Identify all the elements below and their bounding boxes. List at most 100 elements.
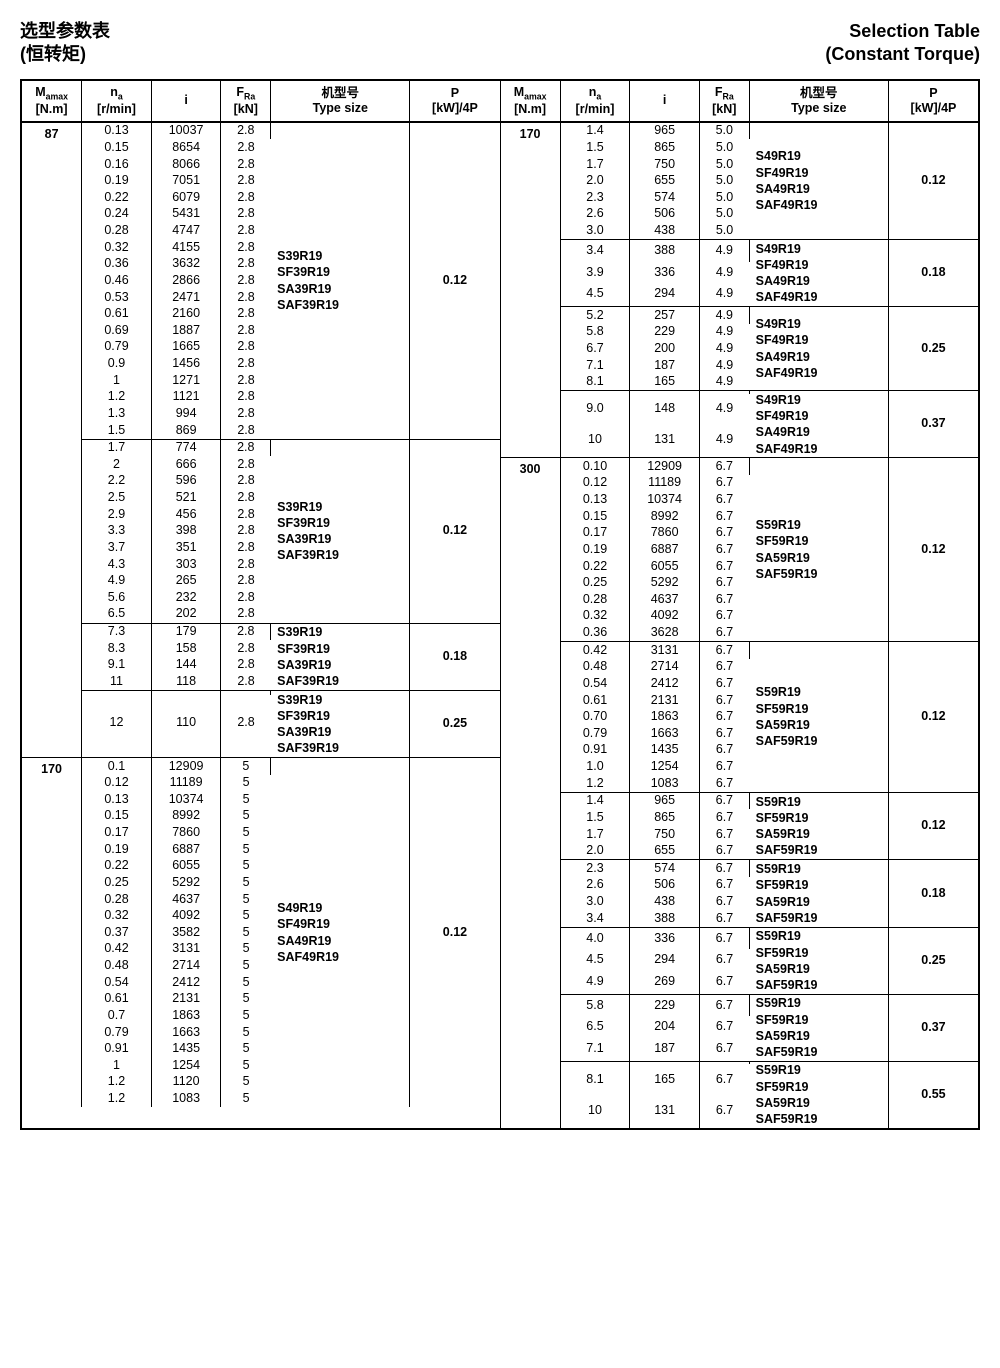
i-cell: 7860 [151, 825, 221, 842]
fra-cell: 2.8 [221, 339, 271, 356]
mamax-cell: 170 [22, 758, 82, 1108]
fra-cell: 6.7 [699, 994, 749, 1016]
i-cell: 232 [151, 589, 221, 606]
i-cell: 1887 [151, 322, 221, 339]
fra-cell: 6.7 [699, 894, 749, 911]
fra-cell: 2.8 [221, 422, 271, 439]
fra-cell: 6.7 [699, 971, 749, 992]
i-cell: 521 [151, 490, 221, 507]
fra-cell: 5 [221, 958, 271, 975]
na-cell: 1.2 [82, 1091, 152, 1108]
na-cell: 0.79 [82, 1024, 152, 1041]
i-cell: 7860 [630, 525, 700, 542]
na-cell: 0.61 [82, 306, 152, 323]
type-cell: S49R19SF49R19SA49R19SAF49R19 [749, 307, 888, 391]
fra-cell: 5 [221, 1057, 271, 1074]
fra-cell: 2.8 [221, 289, 271, 306]
na-cell: 0.61 [82, 991, 152, 1008]
data-row: 7.31792.8S39R19SF39R19SA39R19SAF39R190.1… [22, 623, 500, 640]
i-cell: 1271 [151, 372, 221, 389]
i-cell: 574 [630, 189, 700, 206]
na-cell: 4.9 [560, 971, 630, 992]
fra-cell: 6.7 [699, 508, 749, 525]
title-cn: 选型参数表 (恒转矩) [20, 20, 110, 67]
i-cell: 1663 [630, 725, 700, 742]
na-cell: 0.10 [560, 458, 630, 475]
p-cell: 0.25 [888, 307, 978, 391]
i-cell: 265 [151, 573, 221, 590]
na-cell: 1.5 [560, 809, 630, 826]
na-cell: 0.22 [82, 858, 152, 875]
fra-cell: 6.7 [699, 742, 749, 759]
na-cell: 2.5 [82, 490, 152, 507]
i-cell: 229 [630, 324, 700, 341]
na-cell: 0.54 [560, 675, 630, 692]
fra-cell: 5 [221, 974, 271, 991]
fra-cell: 5 [221, 1024, 271, 1041]
i-cell: 1863 [630, 709, 700, 726]
na-cell: 5.8 [560, 324, 630, 341]
fra-cell: 2.8 [221, 695, 271, 749]
p-cell: 0.12 [888, 792, 978, 860]
p-cell: 0.18 [888, 860, 978, 928]
data-row: 1700.1129095S49R19SF49R19SA49R19SAF49R19… [22, 758, 500, 775]
p-cell: 0.55 [888, 1061, 978, 1128]
na-cell: 8.1 [560, 1064, 630, 1095]
fra-cell: 2.8 [221, 372, 271, 389]
i-cell: 202 [151, 606, 221, 623]
na-cell: 2.0 [560, 173, 630, 190]
fra-cell: 6.7 [699, 843, 749, 860]
p-cell: 0.18 [410, 623, 500, 691]
fra-cell: 2.8 [221, 223, 271, 240]
fra-cell: 2.8 [221, 573, 271, 590]
fra-cell: 5.0 [699, 156, 749, 173]
na-cell: 0.91 [560, 742, 630, 759]
na-cell: 3.7 [82, 539, 152, 556]
fra-cell: 6.7 [699, 575, 749, 592]
na-cell: 11 [82, 673, 152, 690]
na-cell: 0.79 [560, 725, 630, 742]
i-cell: 351 [151, 539, 221, 556]
p-cell: 0.12 [410, 122, 500, 439]
na-cell: 3.4 [560, 910, 630, 927]
na-cell: 7.1 [560, 1038, 630, 1059]
i-cell: 965 [630, 792, 700, 809]
fra-cell: 2.8 [221, 256, 271, 273]
i-cell: 4092 [151, 908, 221, 925]
na-cell: 3.4 [560, 240, 630, 262]
fra-cell: 5 [221, 1091, 271, 1108]
na-cell: 0.13 [560, 492, 630, 509]
i-cell: 506 [630, 877, 700, 894]
i-cell: 118 [151, 673, 221, 690]
na-cell: 7.1 [560, 357, 630, 374]
fra-cell: 5.0 [699, 139, 749, 156]
na-cell: 4.9 [82, 573, 152, 590]
na-cell: 2.0 [560, 843, 630, 860]
fra-cell: 4.9 [699, 283, 749, 304]
fra-cell: 5.0 [699, 173, 749, 190]
na-cell: 1.0 [560, 759, 630, 776]
na-cell: 4.3 [82, 556, 152, 573]
na-cell: 0.1 [82, 758, 152, 775]
na-cell: 0.15 [82, 808, 152, 825]
i-cell: 10374 [630, 492, 700, 509]
fra-cell: 2.8 [221, 239, 271, 256]
p-cell: 0.25 [888, 927, 978, 994]
na-cell: 1.7 [560, 826, 630, 843]
fra-cell: 5.0 [699, 206, 749, 223]
na-cell: 1.2 [82, 1074, 152, 1091]
na-cell: 0.48 [560, 659, 630, 676]
fra-cell: 5 [221, 791, 271, 808]
p-cell: 0.25 [410, 691, 500, 758]
i-cell: 774 [151, 439, 221, 456]
i-cell: 8066 [151, 156, 221, 173]
na-cell: 8.3 [82, 640, 152, 657]
na-cell: 0.36 [560, 625, 630, 642]
na-cell: 1.5 [82, 422, 152, 439]
i-cell: 4092 [630, 608, 700, 625]
i-cell: 438 [630, 223, 700, 240]
na-cell: 4.0 [560, 927, 630, 949]
type-cell: S49R19SF49R19SA49R19SAF49R19 [271, 758, 410, 1108]
i-cell: 1083 [151, 1091, 221, 1108]
type-cell: S59R19SF59R19SA59R19SAF59R19 [749, 927, 888, 994]
